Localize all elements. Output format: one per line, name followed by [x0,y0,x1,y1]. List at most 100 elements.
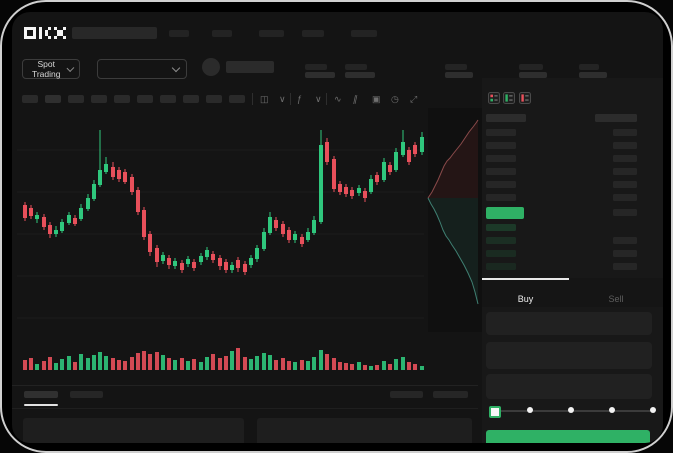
app-window: Spot Trading ◫ ∨ ƒ ∨ [12,12,663,443]
bid-row-amount [613,250,637,257]
candle-style-icon[interactable]: ◫ [260,94,269,104]
orderbook-view-asks-icon[interactable] [519,92,531,104]
ask-row-amount [613,194,637,201]
orderbook-col-header [486,114,526,122]
okx-logo [24,27,66,39]
gridlines [17,149,424,319]
stat-label [519,64,543,70]
section-divider [12,385,478,386]
bid-row-amount [613,237,637,244]
slider-stop[interactable] [568,407,574,413]
screenshot-icon[interactable]: ▣ [372,94,381,104]
orderbook-view-bids-icon[interactable] [503,92,515,104]
toolbar-divider [252,93,253,105]
stat-label [579,64,599,70]
timeframe-button[interactable] [91,95,107,103]
timeframe-button[interactable] [68,95,84,103]
market-type-dropdown[interactable]: Spot Trading [22,59,80,79]
toolbar-divider [326,93,327,105]
orders-filter-button[interactable] [390,391,423,398]
ask-row-amount [613,155,637,162]
bid-row-amount [613,263,637,270]
nav-item[interactable] [302,30,324,37]
active-tab-underline [24,404,58,406]
slider-stop[interactable] [609,407,615,413]
nav-item[interactable] [169,30,189,37]
stat-value [445,72,473,78]
stat-value [579,72,607,78]
orders-filter-button[interactable] [433,391,468,398]
amount-slider[interactable] [489,406,657,418]
section-divider [12,408,478,409]
tab-buy-label: Buy [517,294,534,304]
bid-row-price[interactable] [486,224,516,231]
pair-dropdown[interactable] [97,59,187,79]
chevron-down-icon[interactable]: ∨ [279,94,286,104]
market-type-label: Spot Trading [31,59,61,79]
tab-sell-label: Sell [608,294,624,304]
history-icon[interactable]: ◷ [391,94,399,104]
stat-value [345,72,375,78]
chevron-down-icon[interactable]: ∨ [315,94,322,104]
slider-stop[interactable] [527,407,533,413]
timeframe-button[interactable] [183,95,199,103]
depth-chart [427,108,482,332]
orderbook-view-all-icon[interactable] [488,92,500,104]
stat-label [345,64,367,70]
line-tools-icon[interactable]: ∿ [334,94,342,104]
timeframe-button[interactable] [160,95,176,103]
fullscreen-icon[interactable]: ⤢ [410,94,418,104]
stat-value [305,72,335,78]
ask-row-price[interactable] [486,168,516,175]
tab-sell[interactable]: Sell [569,278,663,307]
volume-series [23,348,424,370]
ask-row-price[interactable] [486,142,516,149]
timeframe-button[interactable] [114,95,130,103]
amount-input[interactable] [486,342,652,369]
orderbook-trade-panel: Buy Sell [482,78,663,443]
orders-table-panel [257,418,472,443]
ask-row-price[interactable] [486,181,516,188]
bid-row-price[interactable] [486,250,516,257]
nav-item[interactable] [351,30,377,37]
bid-row-price[interactable] [486,263,516,270]
ask-row-amount [613,181,637,188]
last-price-amount [613,209,637,216]
slider-stop[interactable] [650,407,656,413]
ask-row-price[interactable] [486,194,516,201]
nav-item[interactable] [259,30,284,37]
candlestick-series [23,130,424,275]
timeframe-button[interactable] [45,95,61,103]
stat-label [305,64,327,70]
timeframe-button[interactable] [229,95,245,103]
total-input[interactable] [486,374,652,399]
stat-value [519,72,547,78]
tab-buy[interactable]: Buy [482,278,569,307]
orders-tab-active[interactable] [24,391,58,398]
last-price-badge[interactable] [486,207,524,219]
timeframe-button[interactable] [137,95,153,103]
ask-row-amount [613,129,637,136]
search-input[interactable] [72,27,157,39]
toolbar-divider [290,93,291,105]
timeframe-button[interactable] [22,95,38,103]
nav-item[interactable] [212,30,232,37]
orders-tab[interactable] [70,391,103,398]
orderbook-col-header [595,114,637,122]
ask-row-amount [613,168,637,175]
price-chart[interactable] [12,12,663,443]
buy-submit-button[interactable] [486,430,650,443]
timeframe-button[interactable] [206,95,222,103]
indicators-icon[interactable]: ƒ [297,94,303,104]
price-input[interactable] [486,312,652,335]
pair-price-value [226,61,274,73]
ask-row-price[interactable] [486,155,516,162]
orders-table-panel [23,418,244,443]
slider-handle[interactable] [489,406,501,418]
ask-row-amount [613,142,637,149]
ask-row-price[interactable] [486,129,516,136]
coin-icon [202,58,220,76]
bid-row-price[interactable] [486,237,516,244]
stat-label [445,64,467,70]
